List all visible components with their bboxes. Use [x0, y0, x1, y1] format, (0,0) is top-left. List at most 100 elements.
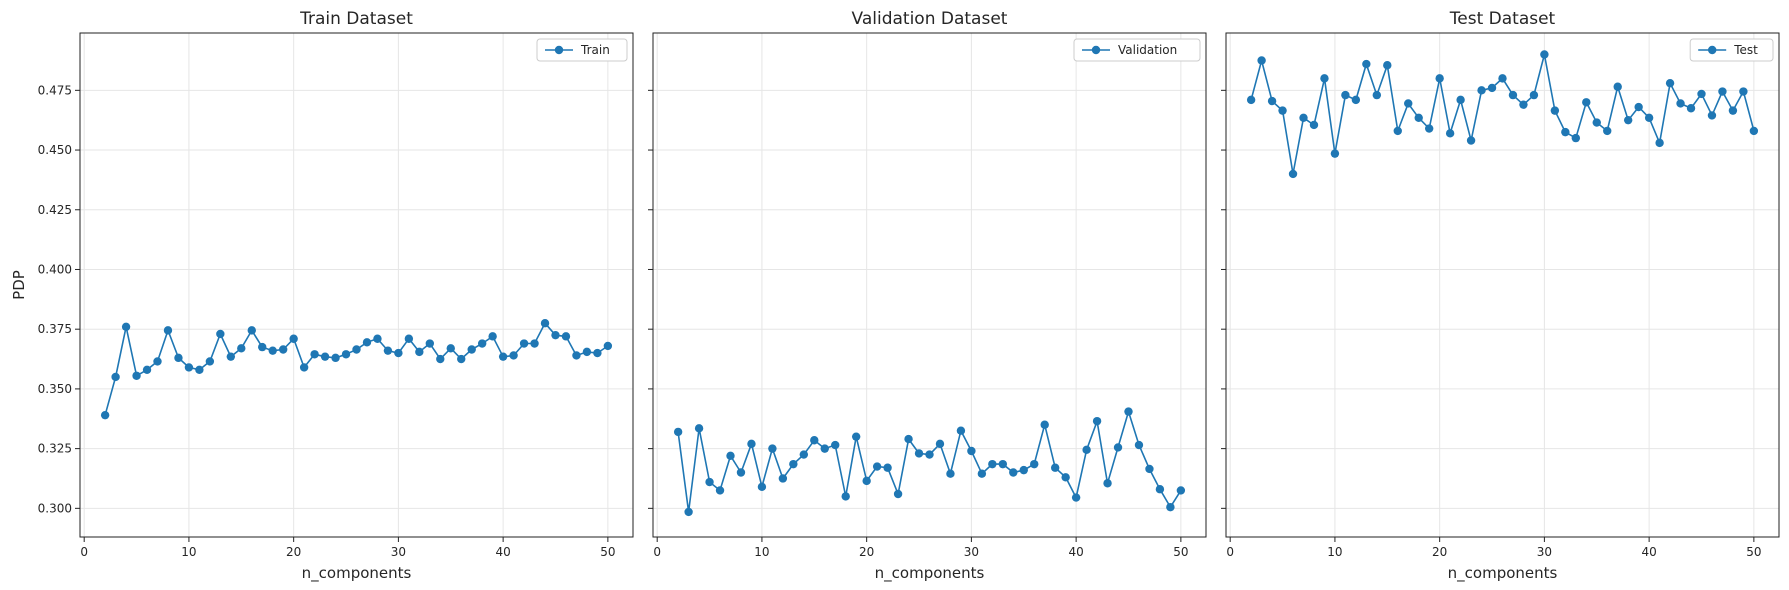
data-point — [299, 363, 309, 372]
data-point — [1124, 407, 1133, 416]
y-tick-label: 0.425 — [38, 203, 72, 217]
data-point — [519, 339, 529, 348]
data-point — [100, 410, 110, 420]
legend-label: Train — [580, 43, 610, 57]
data-point — [457, 354, 466, 364]
x-axis-label: n_components — [875, 564, 985, 583]
data-point — [1487, 83, 1497, 93]
data-point — [362, 338, 372, 347]
x-tick-label: 30 — [391, 545, 406, 559]
data-point — [1603, 126, 1612, 136]
data-point — [1351, 95, 1361, 105]
data-point — [1082, 445, 1091, 455]
plot-frame — [79, 32, 634, 538]
data-point — [1644, 113, 1654, 122]
data-point — [1288, 169, 1298, 179]
data-point — [1519, 100, 1528, 109]
data-point — [1697, 89, 1706, 99]
data-point — [1466, 136, 1476, 145]
y-tick-label: 0.325 — [38, 442, 72, 456]
data-point — [988, 459, 997, 469]
data-point — [789, 459, 798, 469]
data-point — [1155, 485, 1165, 494]
data-point — [1299, 113, 1308, 122]
data-point — [831, 440, 840, 450]
chart-panel-1: 0 10 20 30 40 50 0.300 0.325 0.350 0.375 0.400 0.42… — [10, 9, 634, 583]
y-tick-label: 0.400 — [38, 262, 72, 276]
legend-label: Validation — [1118, 43, 1177, 57]
legend-box — [1073, 38, 1201, 62]
legend-box — [1689, 38, 1774, 62]
data-point — [1393, 126, 1402, 136]
data-point — [1718, 87, 1727, 96]
data-point — [1246, 95, 1256, 105]
data-point — [967, 446, 976, 456]
data-point — [111, 372, 120, 382]
series-line-train — [104, 321, 609, 416]
legend-marker — [1091, 45, 1101, 55]
data-point — [1676, 99, 1685, 108]
data-point — [540, 319, 550, 328]
data-point — [1456, 95, 1465, 105]
data-point — [1414, 113, 1423, 122]
data-point — [1145, 464, 1154, 474]
data-point — [1707, 111, 1717, 120]
plot-frame — [652, 32, 1207, 538]
data-point — [1665, 78, 1675, 88]
data-point — [841, 492, 850, 501]
data-point — [1424, 124, 1434, 133]
data-point — [1550, 106, 1560, 115]
data-point — [998, 459, 1008, 469]
data-point — [1362, 59, 1371, 69]
data-point — [1040, 420, 1049, 429]
x-tick-label: 40 — [495, 545, 510, 559]
data-point — [862, 476, 871, 486]
legend-box — [536, 38, 628, 62]
data-point — [153, 357, 162, 366]
data-point — [1019, 465, 1028, 475]
x-tick-label: 50 — [1746, 545, 1761, 559]
data-point — [572, 351, 581, 360]
data-point — [1176, 486, 1186, 495]
legend: Validation — [1073, 38, 1201, 62]
data-point — [551, 330, 560, 340]
data-point — [1445, 129, 1455, 138]
chart-panel-3: 0 10 20 30 40 50 Test Test Dataset n_components — [1221, 9, 1780, 583]
x-axis-label: n_components — [1448, 564, 1558, 583]
data-point — [184, 363, 194, 372]
data-point — [226, 352, 236, 361]
data-point — [582, 347, 592, 357]
legend: Test — [1689, 38, 1774, 62]
series-line-validation — [677, 408, 1182, 513]
x-tick-label: 20 — [1432, 545, 1447, 559]
y-tick-label: 0.475 — [38, 83, 72, 97]
data-point — [851, 432, 861, 441]
data-point — [883, 463, 892, 472]
data-point — [237, 344, 246, 353]
data-point — [1634, 102, 1643, 112]
data-point — [509, 351, 518, 360]
x-tick-label: 0 — [80, 545, 88, 559]
data-point — [320, 352, 330, 361]
data-point — [893, 489, 903, 499]
data-point — [684, 507, 693, 517]
data-point — [373, 334, 382, 343]
x-tick-label: 30 — [964, 545, 979, 559]
data-point — [1113, 443, 1123, 452]
series-line-test — [1250, 54, 1755, 175]
x-tick-label: 50 — [600, 545, 615, 559]
data-point — [1435, 74, 1444, 83]
data-point — [694, 424, 704, 433]
legend: Train — [536, 38, 628, 62]
data-point — [1582, 98, 1591, 107]
data-point — [593, 348, 602, 358]
data-point — [1309, 120, 1319, 130]
data-point — [1009, 468, 1018, 477]
legend-marker — [1708, 45, 1717, 55]
data-point — [1739, 87, 1748, 96]
data-point — [1092, 416, 1102, 426]
data-point — [1134, 440, 1144, 450]
data-point — [1404, 99, 1413, 108]
data-point — [488, 332, 497, 341]
